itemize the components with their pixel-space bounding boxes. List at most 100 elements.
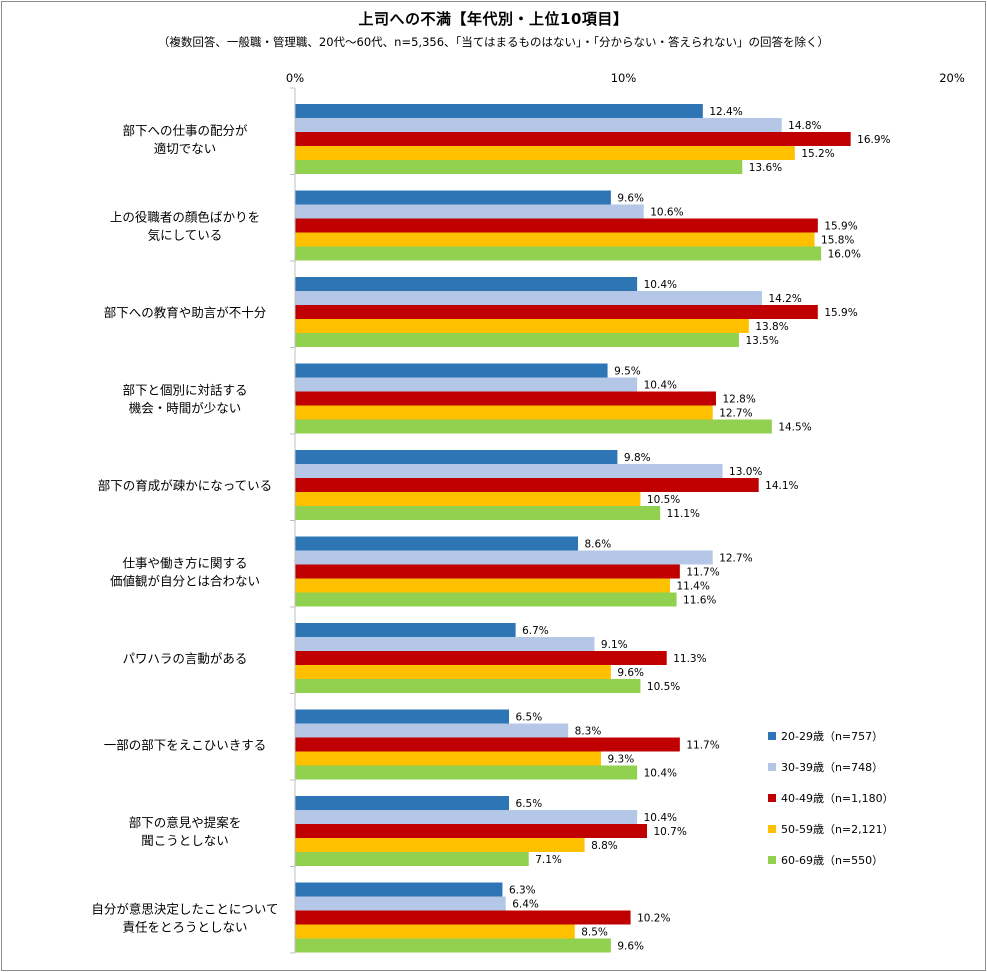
data-label: 10.4% xyxy=(644,812,677,824)
data-label: 11.7% xyxy=(686,567,719,579)
data-label: 12.4% xyxy=(709,106,742,118)
data-label: 13.0% xyxy=(729,466,762,478)
data-label: 12.8% xyxy=(722,394,755,406)
bar xyxy=(295,536,579,551)
data-label: 10.4% xyxy=(644,279,677,291)
category-label: 気にしている xyxy=(148,228,223,243)
legend-swatch xyxy=(768,732,776,740)
legend-swatch xyxy=(768,825,776,833)
data-label: 6.5% xyxy=(516,798,543,810)
data-label: 11.4% xyxy=(676,581,709,593)
bar xyxy=(295,104,703,118)
data-label: 9.6% xyxy=(617,941,644,953)
bar xyxy=(295,305,818,319)
bar xyxy=(295,419,772,434)
bar xyxy=(295,391,716,406)
legend-entry: 60-69歳（n=550） xyxy=(781,854,883,867)
data-label: 8.8% xyxy=(591,840,618,852)
data-label: 9.8% xyxy=(624,452,651,464)
legend-entry: 40-49歳（n=1,180） xyxy=(781,792,894,805)
data-label: 15.9% xyxy=(824,221,857,233)
data-label: 11.1% xyxy=(667,508,700,520)
data-label: 9.6% xyxy=(617,667,644,679)
bar xyxy=(295,679,641,693)
bar xyxy=(295,810,638,824)
bar xyxy=(295,637,595,651)
data-label: 8.6% xyxy=(585,539,612,551)
bar xyxy=(295,333,739,347)
legend-entry: 50-59歳（n=2,121） xyxy=(781,823,894,836)
data-label: 12.7% xyxy=(719,408,752,420)
bar xyxy=(295,824,647,838)
bar xyxy=(295,751,602,766)
data-label: 6.4% xyxy=(512,899,539,911)
bar xyxy=(295,910,631,925)
data-label: 15.2% xyxy=(801,148,834,160)
category-label: 自分が意思決定したことについて xyxy=(91,902,278,917)
category-label: 部下の意見や提案を xyxy=(129,815,242,830)
category-label: 機会・時間が少ない xyxy=(129,401,242,416)
bar xyxy=(295,882,503,897)
bar xyxy=(295,363,608,378)
category-label: 仕事や働き方に関する xyxy=(122,556,247,571)
data-label: 10.6% xyxy=(650,207,683,219)
bar xyxy=(295,232,815,247)
x-tick-label: 20% xyxy=(939,71,965,85)
bar xyxy=(295,291,762,305)
data-label: 14.8% xyxy=(788,120,821,132)
data-label: 16.9% xyxy=(857,134,890,146)
category-label: 部下の育成が疎かになっている xyxy=(98,478,272,493)
data-label: 6.3% xyxy=(509,885,536,897)
bar xyxy=(295,464,723,478)
bar xyxy=(295,665,611,679)
bar xyxy=(295,564,680,579)
data-label: 11.7% xyxy=(686,740,719,752)
bar xyxy=(295,592,677,607)
bar xyxy=(295,277,638,291)
data-label: 12.7% xyxy=(719,553,752,565)
x-tick-label: 10% xyxy=(611,71,637,85)
bar xyxy=(295,938,611,953)
bar xyxy=(295,190,611,205)
category-label: 聞こうとしない xyxy=(141,833,229,848)
category-label: 責任をとろうとしない xyxy=(122,920,247,935)
category-label: 上の役職者の顔色ばかりを xyxy=(110,210,260,225)
chart-title: 上司への不満【年代別・上位10項目】 xyxy=(358,10,629,28)
bar xyxy=(295,132,851,146)
data-label: 8.3% xyxy=(575,726,602,738)
bar xyxy=(295,578,670,593)
category-label: 部下と個別に対話する xyxy=(122,383,247,398)
data-label: 14.5% xyxy=(778,422,811,434)
data-label: 11.6% xyxy=(683,595,716,607)
legend-entry: 30-39歳（n=748） xyxy=(781,761,883,774)
data-label: 15.8% xyxy=(821,235,854,247)
data-label: 16.0% xyxy=(828,249,861,261)
bar xyxy=(295,146,795,160)
bar xyxy=(295,623,516,637)
category-label: 部下への仕事の配分が xyxy=(122,123,248,138)
data-label: 9.6% xyxy=(617,193,644,205)
bar xyxy=(295,204,644,219)
data-label: 10.5% xyxy=(647,681,680,693)
bar xyxy=(295,723,569,738)
bar xyxy=(295,765,638,780)
bar xyxy=(295,218,818,233)
data-label: 10.2% xyxy=(637,913,670,925)
data-label: 13.6% xyxy=(749,162,782,174)
bar xyxy=(295,160,743,174)
bar xyxy=(295,651,667,665)
bar xyxy=(295,405,713,420)
category-label: パワハラの言動がある xyxy=(123,651,248,666)
bar xyxy=(295,492,641,506)
legend-swatch xyxy=(768,794,776,802)
data-label: 9.3% xyxy=(608,754,635,766)
chart-subtitle: （複数回答、一般職・管理職、20代〜60代、n=5,356、「当てはまるものはな… xyxy=(157,35,830,49)
data-label: 11.3% xyxy=(673,653,706,665)
bar xyxy=(295,450,618,464)
data-label: 8.5% xyxy=(581,927,608,939)
data-label: 15.9% xyxy=(824,307,857,319)
legend-swatch xyxy=(768,763,776,771)
data-label: 13.5% xyxy=(745,335,778,347)
x-tick-label: 0% xyxy=(286,71,304,85)
legend-entry: 20-29歳（n=757） xyxy=(781,730,883,743)
